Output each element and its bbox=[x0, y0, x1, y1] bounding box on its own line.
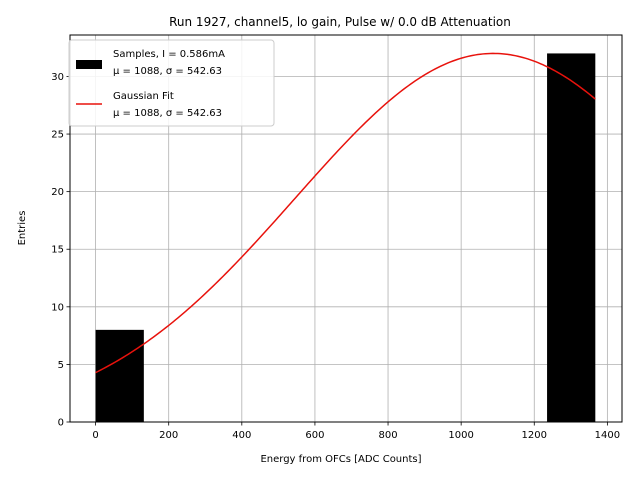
x-axis-ticks: 0 200 400 600 800 1000 1200 1400 bbox=[92, 422, 620, 441]
x-tick-label: 1000 bbox=[448, 430, 473, 441]
y-axis-ticks: 0 5 10 15 20 25 30 bbox=[51, 72, 70, 429]
legend-box bbox=[68, 39, 275, 127]
gaussian-fit-curve bbox=[95, 52, 596, 374]
y-tick-label: 20 bbox=[51, 187, 64, 198]
x-tick-label: 200 bbox=[159, 430, 178, 441]
y-tick-label: 0 bbox=[58, 418, 64, 429]
histogram-bar bbox=[95, 329, 144, 422]
chart-title: Run 1927, channel5, lo gain, Pulse w/ 0.… bbox=[169, 15, 511, 29]
fit-curve-group bbox=[95, 52, 596, 374]
legend-bar-swatch bbox=[76, 60, 102, 69]
x-tick-label: 0 bbox=[92, 430, 98, 441]
x-tick-label: 1200 bbox=[522, 430, 547, 441]
x-axis-label: Energy from OFCs [ADC Counts] bbox=[260, 454, 421, 465]
plot-frame bbox=[69, 34, 623, 423]
x-tick-label: 1400 bbox=[595, 430, 620, 441]
y-tick-label: 5 bbox=[58, 360, 64, 371]
x-tick-label: 400 bbox=[232, 430, 251, 441]
histogram-bar bbox=[547, 53, 596, 423]
x-tick-label: 600 bbox=[305, 430, 324, 441]
legend-fit-stats: μ = 1088, σ = 542.63 bbox=[113, 108, 222, 119]
legend: Samples, I = 0.586mA μ = 1088, σ = 542.6… bbox=[68, 39, 275, 127]
y-tick-label: 25 bbox=[51, 130, 64, 141]
x-tick-label: 800 bbox=[378, 430, 397, 441]
y-tick-label: 10 bbox=[51, 302, 64, 313]
histogram-bars bbox=[95, 53, 596, 423]
legend-samples-label: Samples, I = 0.586mA bbox=[113, 49, 225, 60]
legend-fit-label: Gaussian Fit bbox=[113, 91, 174, 102]
y-axis-label: Entries bbox=[17, 211, 28, 246]
y-tick-label: 15 bbox=[51, 245, 64, 256]
y-tick-label: 30 bbox=[51, 72, 64, 83]
legend-samples-stats: μ = 1088, σ = 542.63 bbox=[113, 66, 222, 77]
